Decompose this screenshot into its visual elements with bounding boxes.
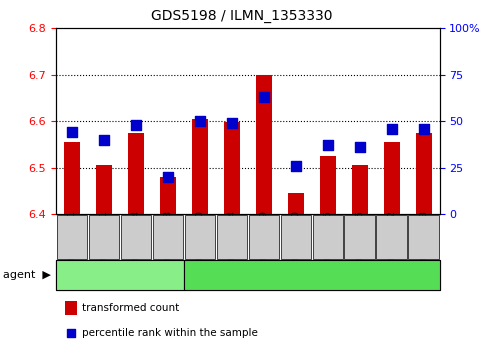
Text: transformed count: transformed count [82, 303, 179, 313]
Text: GSM665775: GSM665775 [323, 210, 332, 265]
Bar [64, 142, 80, 214]
Bar [159, 177, 175, 214]
Bar [287, 193, 303, 214]
Point [260, 94, 268, 100]
Text: GSM665770: GSM665770 [291, 210, 300, 265]
Point [420, 126, 427, 132]
Bar [128, 133, 143, 214]
Bar [352, 165, 368, 214]
Text: GSM665792: GSM665792 [387, 210, 396, 265]
Text: agent  ▶: agent ▶ [3, 270, 51, 280]
Text: GSM665785: GSM665785 [355, 210, 364, 265]
Point [164, 174, 171, 180]
Bar [192, 119, 208, 214]
Text: GSM665774: GSM665774 [131, 210, 140, 265]
Text: silica: silica [298, 270, 326, 280]
Point [292, 163, 299, 169]
Point [68, 130, 75, 135]
Point [324, 143, 331, 148]
Bar [96, 165, 112, 214]
Bar [224, 122, 240, 214]
Text: GSM665771: GSM665771 [99, 210, 108, 265]
Text: GSM665793: GSM665793 [419, 210, 428, 265]
Text: GSM665750: GSM665750 [195, 210, 204, 265]
Text: GSM665761: GSM665761 [67, 210, 76, 265]
Point [355, 144, 363, 150]
Text: GSM665769: GSM665769 [259, 210, 268, 265]
Bar [256, 75, 271, 214]
Point [99, 137, 107, 143]
Point [132, 122, 140, 128]
Point [196, 119, 203, 124]
Text: percentile rank within the sample: percentile rank within the sample [82, 328, 258, 338]
Point [68, 330, 75, 336]
Text: GDS5198 / ILMN_1353330: GDS5198 / ILMN_1353330 [151, 9, 332, 23]
Point [227, 120, 235, 126]
Point [388, 126, 396, 132]
Bar [384, 142, 399, 214]
Text: control: control [100, 270, 139, 280]
Bar [415, 133, 431, 214]
Text: GSM665754: GSM665754 [227, 210, 236, 265]
Text: GSM665788: GSM665788 [163, 210, 172, 265]
Bar [320, 156, 336, 214]
